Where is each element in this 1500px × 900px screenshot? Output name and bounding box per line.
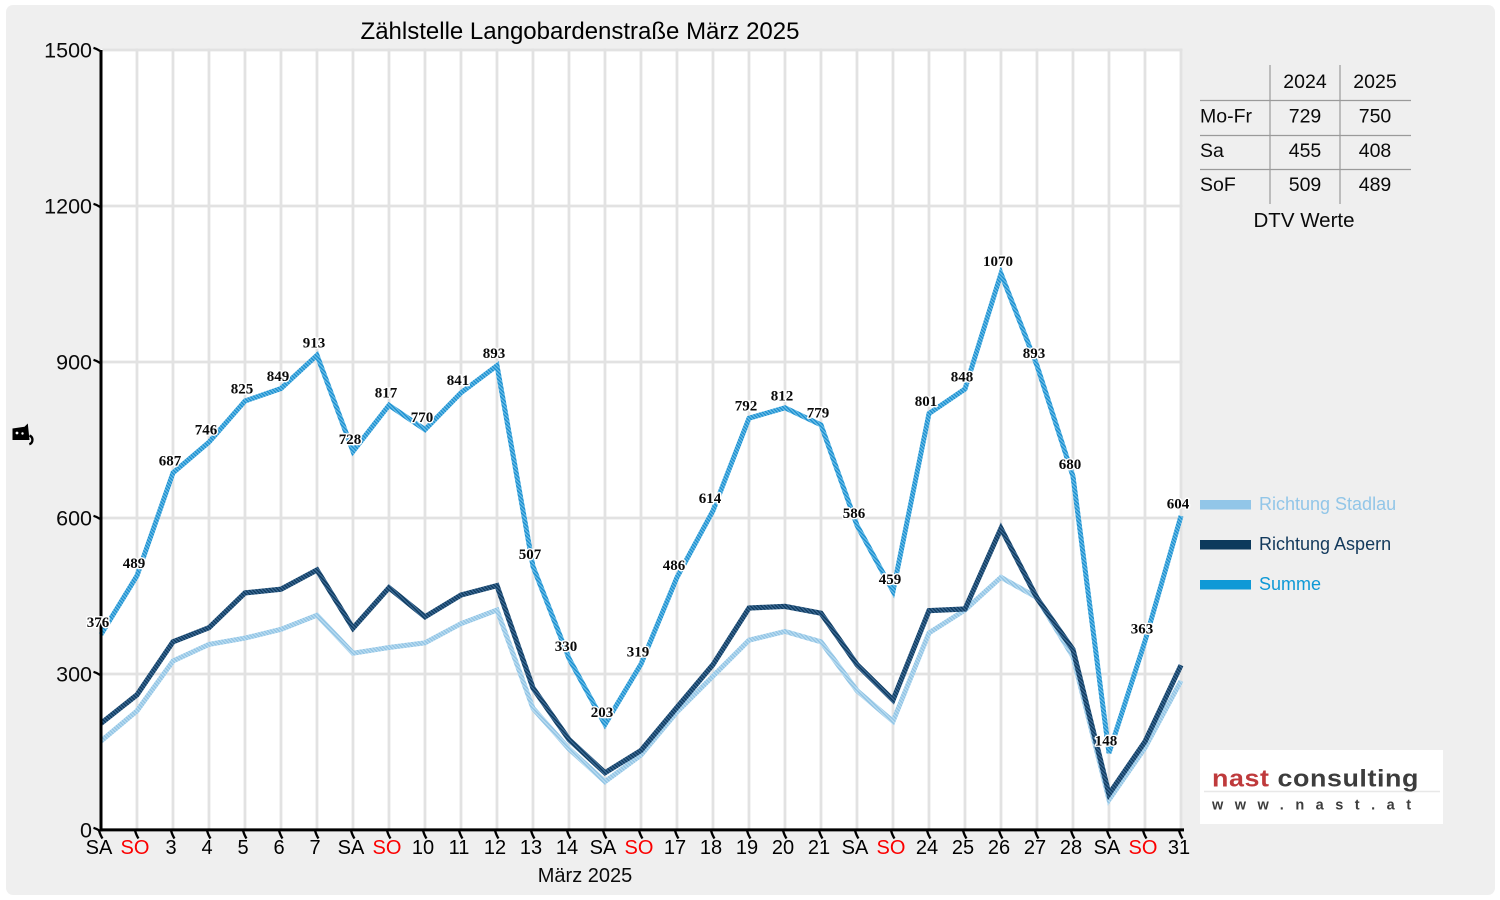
- svg-text:363: 363: [1131, 622, 1154, 638]
- svg-text:DTV Werte: DTV Werte: [1254, 209, 1355, 232]
- svg-text:Zählstelle Langobardenstraße M: Zählstelle Langobardenstraße März 2025: [361, 18, 800, 45]
- svg-text:779: 779: [807, 405, 830, 421]
- svg-text:11: 11: [449, 837, 470, 859]
- svg-text:1500: 1500: [44, 39, 92, 63]
- svg-text:604: 604: [1167, 496, 1190, 512]
- svg-text:489: 489: [123, 556, 146, 572]
- svg-text:14: 14: [556, 837, 578, 859]
- svg-text:März 2025: März 2025: [538, 865, 633, 887]
- svg-text:848: 848: [951, 370, 974, 386]
- svg-text:792: 792: [735, 399, 758, 415]
- svg-text:2025: 2025: [1353, 71, 1397, 93]
- svg-text:586: 586: [843, 506, 866, 522]
- svg-text:900: 900: [56, 351, 92, 375]
- svg-text:4: 4: [201, 837, 212, 859]
- svg-text:Richtung Aspern: Richtung Aspern: [1259, 534, 1391, 554]
- svg-text:319: 319: [627, 645, 650, 661]
- svg-text:459: 459: [879, 572, 902, 588]
- svg-text:SO: SO: [1129, 837, 1158, 859]
- svg-text:28: 28: [1060, 837, 1082, 859]
- svg-text:746: 746: [195, 423, 218, 439]
- svg-text:19: 19: [736, 837, 758, 859]
- svg-text:Summe: Summe: [1259, 574, 1321, 594]
- svg-text:SA: SA: [86, 837, 113, 859]
- svg-text:SA: SA: [338, 837, 365, 859]
- svg-text:31: 31: [1168, 837, 1190, 859]
- svg-text:SA: SA: [842, 837, 869, 859]
- svg-text:SA: SA: [1094, 837, 1121, 859]
- svg-text:728: 728: [339, 432, 362, 448]
- svg-text:21: 21: [808, 837, 830, 859]
- svg-text:12: 12: [484, 837, 506, 859]
- svg-text:893: 893: [1023, 346, 1046, 362]
- svg-text:3: 3: [165, 837, 176, 859]
- svg-text:SO: SO: [373, 837, 402, 859]
- svg-text:20: 20: [772, 837, 794, 859]
- svg-text:SoF: SoF: [1200, 174, 1236, 196]
- svg-text:Sa: Sa: [1200, 140, 1224, 162]
- svg-text:600: 600: [56, 507, 92, 531]
- svg-text:825: 825: [231, 382, 254, 398]
- svg-text:24: 24: [916, 837, 938, 859]
- svg-text:1070: 1070: [983, 254, 1013, 270]
- svg-text:680: 680: [1059, 457, 1082, 473]
- svg-text:841: 841: [447, 373, 470, 389]
- svg-text:10: 10: [412, 837, 434, 859]
- svg-text:455: 455: [1289, 140, 1322, 162]
- svg-text:25: 25: [952, 837, 974, 859]
- svg-text:489: 489: [1359, 174, 1392, 196]
- svg-text:507: 507: [519, 547, 542, 563]
- svg-text:7: 7: [309, 837, 320, 859]
- svg-text:893: 893: [483, 346, 506, 362]
- svg-text:Mo-Fr: Mo-Fr: [1200, 106, 1252, 128]
- svg-text:849: 849: [267, 369, 290, 385]
- svg-text:408: 408: [1359, 140, 1392, 162]
- svg-text:376: 376: [87, 615, 110, 631]
- svg-text:2024: 2024: [1283, 71, 1327, 93]
- svg-text:729: 729: [1289, 106, 1322, 128]
- svg-text:203: 203: [591, 705, 614, 721]
- svg-text:26: 26: [988, 837, 1010, 859]
- svg-text:330: 330: [555, 639, 578, 655]
- svg-text:913: 913: [303, 336, 326, 352]
- svg-text:614: 614: [699, 491, 722, 507]
- svg-text:1200: 1200: [44, 195, 92, 219]
- svg-text:SO: SO: [625, 837, 654, 859]
- svg-text:13: 13: [520, 837, 542, 859]
- svg-text:812: 812: [771, 388, 794, 404]
- svg-text:SO: SO: [877, 837, 906, 859]
- svg-text:27: 27: [1024, 837, 1046, 859]
- svg-text:817: 817: [375, 386, 398, 402]
- svg-text:6: 6: [273, 837, 284, 859]
- svg-text:300: 300: [56, 663, 92, 687]
- svg-text:www.nast.at: www.nast.at: [1211, 798, 1423, 814]
- svg-text:SA: SA: [590, 837, 617, 859]
- svg-text:509: 509: [1289, 174, 1322, 196]
- svg-text:148: 148: [1095, 734, 1118, 750]
- svg-text:0: 0: [80, 819, 92, 843]
- svg-text:486: 486: [663, 558, 686, 574]
- svg-text:nast consulting: nast consulting: [1212, 766, 1419, 792]
- svg-text:5: 5: [237, 837, 248, 859]
- svg-text:Richtung Stadlau: Richtung Stadlau: [1259, 494, 1396, 514]
- svg-text:750: 750: [1359, 106, 1392, 128]
- svg-text:801: 801: [915, 394, 938, 410]
- svg-text:770: 770: [411, 410, 434, 426]
- svg-text:18: 18: [700, 837, 722, 859]
- svg-text:687: 687: [159, 453, 182, 469]
- svg-text:17: 17: [664, 837, 686, 859]
- svg-text:SO: SO: [121, 837, 150, 859]
